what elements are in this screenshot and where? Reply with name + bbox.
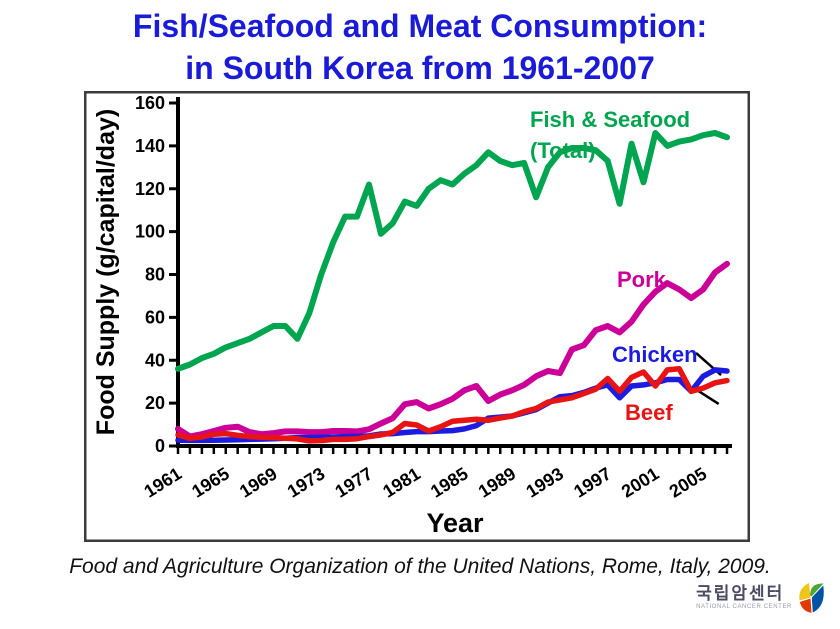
- logo-korean-text: 국립암센터: [696, 583, 785, 603]
- slide-title: Fish/Seafood and Meat Consumption: in So…: [0, 5, 840, 89]
- x-tick-label: 1969: [236, 463, 281, 501]
- x-tick-label: 2005: [666, 463, 711, 501]
- ncc-logo-text: 국립암센터 NATIONAL CANCER CENTER: [696, 583, 792, 611]
- y-tick-label: 20: [145, 393, 165, 413]
- x-tick-label: 2001: [618, 463, 663, 501]
- series-label-beef: Beef: [625, 400, 673, 425]
- x-tick-label: 1989: [475, 463, 520, 501]
- x-tick-label: 1973: [284, 463, 329, 501]
- title-line-1: Fish/Seafood and Meat Consumption:: [132, 8, 708, 44]
- series-label-chicken: Chicken: [612, 342, 698, 367]
- x-tick-label: 1997: [570, 463, 615, 501]
- x-axis-title: Year: [426, 508, 484, 538]
- y-tick-label: 60: [145, 307, 165, 327]
- series-label-pork: Pork: [617, 267, 667, 292]
- x-tick-label: 1993: [522, 463, 567, 501]
- beef-line: [175, 366, 730, 444]
- y-tick-label: 100: [135, 222, 165, 242]
- y-tick-label: 80: [145, 265, 165, 285]
- y-tick-label: 120: [135, 179, 165, 199]
- pork-line: [175, 260, 730, 440]
- series-label-fish-seafood: Fish & Seafood: [530, 107, 690, 132]
- x-tick-label: 1977: [332, 463, 377, 501]
- ncc-logo-mark-icon: [799, 583, 824, 613]
- logo-leaf-green: [810, 583, 824, 597]
- logo-leaf-red: [799, 598, 812, 613]
- series-label-fish-seafood: (Total): [530, 138, 596, 163]
- y-tick-label: 40: [145, 350, 165, 370]
- chart-frame: 0 20 40 60 80 100 120 140 160 1961 1965 1969 1973 197…: [84, 91, 750, 542]
- x-tick-label: 1965: [188, 463, 233, 501]
- y-tick-label: 160: [135, 93, 165, 113]
- y-tick-label: 0: [155, 436, 165, 456]
- citation-text: Food and Agriculture Organization of the…: [69, 555, 771, 578]
- logo-leaf-yellow: [799, 583, 811, 601]
- x-tick-label: 1981: [379, 463, 424, 501]
- y-tick-label: 140: [135, 136, 165, 156]
- x-tick-label: 1961: [141, 463, 186, 501]
- y-axis-title: Food Supply (g/capital/day): [92, 109, 120, 435]
- title-line-2: in South Korea from 1961-2007: [185, 50, 655, 86]
- annotation-mark: [697, 389, 720, 406]
- consumption-line-chart: 0 20 40 60 80 100 120 140 160 1961 1965 1969 1973 197…: [84, 91, 750, 542]
- logo-english-text: NATIONAL CANCER CENTER: [696, 603, 792, 610]
- x-tick-label: 1985: [427, 463, 472, 501]
- logo-leaf-blue: [811, 585, 824, 613]
- plot-border: [84, 91, 750, 542]
- ncc-logo: 국립암센터 NATIONAL CANCER CENTER: [696, 581, 826, 614]
- fish-seafood-line: [175, 130, 730, 372]
